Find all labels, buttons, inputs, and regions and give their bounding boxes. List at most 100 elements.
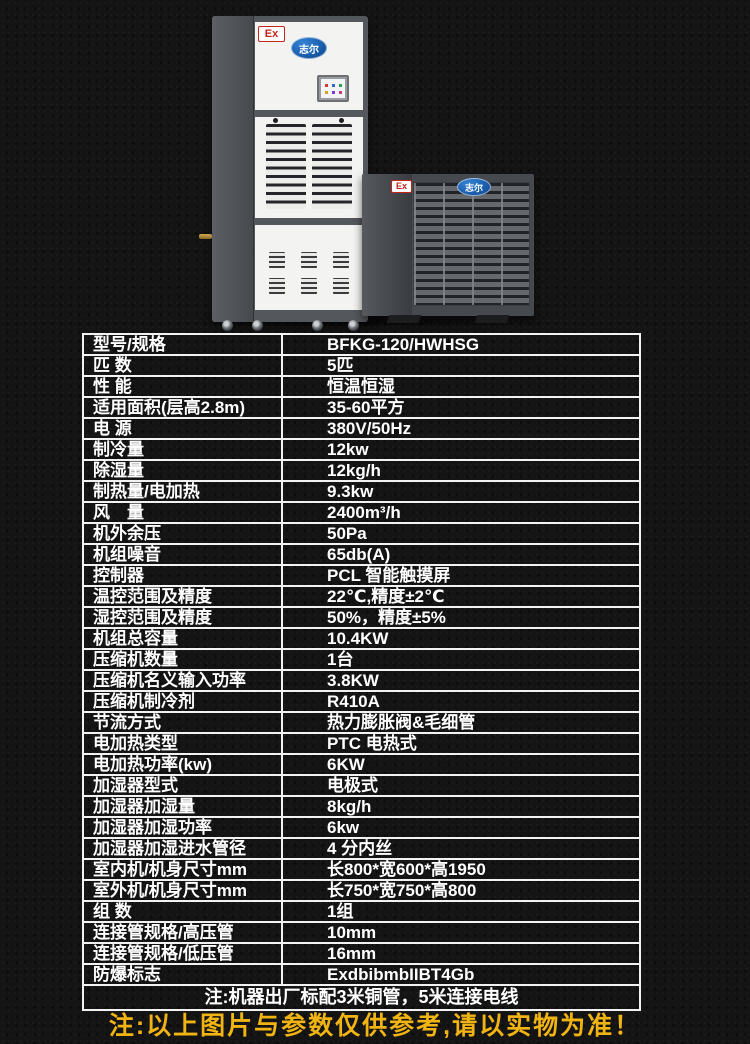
spec-label: 压缩机制冷剂	[84, 692, 283, 711]
spec-value: 1组	[327, 902, 354, 921]
air-outlet-grille	[266, 124, 352, 209]
touchscreen-display	[321, 79, 345, 98]
spec-label: 机组噪音	[84, 545, 283, 564]
spec-value: 10mm	[327, 923, 377, 942]
spec-value: 4 分内丝	[327, 839, 393, 858]
spec-label: 型号/规格	[84, 335, 283, 354]
vent-cluster	[269, 252, 285, 268]
table-row: 风 量 2400m³/h	[84, 503, 639, 524]
vent-cluster	[333, 278, 349, 294]
spec-value: 35-60平方	[327, 398, 405, 417]
spec-value: 6kw	[327, 818, 360, 837]
table-row: 室内机/机身尺寸mm 长800*宽600*高1950	[84, 860, 639, 881]
vent-cluster	[301, 278, 317, 294]
spec-label: 组 数	[84, 902, 283, 921]
spec-value: ExdbibmbIIBT4Gb	[327, 965, 475, 984]
spec-label: 湿控范围及精度	[84, 608, 283, 627]
spec-label: 加湿器加湿进水管径	[84, 839, 283, 858]
spec-label: 加湿器型式	[84, 776, 283, 795]
spec-label: 适用面积(层高2.8m)	[84, 398, 283, 417]
spec-label: 防爆标志	[84, 965, 283, 984]
indoor-unit-image: Ex 志尔	[199, 16, 368, 331]
spec-label: 匹 数	[84, 356, 283, 375]
table-row: 连接管规格/高压管 10mm	[84, 923, 639, 944]
table-row: 压缩机数量 1台	[84, 650, 639, 671]
spec-value: 50%，精度±5%	[327, 608, 446, 627]
outdoor-unit-image: Ex 志尔	[362, 174, 534, 323]
spec-value: 恒温恒湿	[327, 377, 395, 396]
spec-value: 8kg/h	[327, 797, 372, 816]
spec-value: 12kw	[327, 440, 369, 459]
table-row: 加湿器加湿量 8kg/h	[84, 797, 639, 818]
spec-value: R410A	[327, 692, 380, 711]
bottom-vent-grid	[269, 252, 349, 294]
touchscreen-controller	[317, 75, 349, 102]
table-row: 加湿器型式 电极式	[84, 776, 639, 797]
brand-logo: 志尔	[291, 37, 327, 59]
pipe-fitting	[199, 234, 212, 239]
spec-label: 电 源	[84, 419, 283, 438]
spec-value: 热力膨胀阀&毛细管	[327, 713, 476, 732]
table-row: 除湿量 12kg/h	[84, 461, 639, 482]
spec-label: 加湿器加湿功率	[84, 818, 283, 837]
table-row: 机组噪音 65db(A)	[84, 545, 639, 566]
spec-value: BFKG-120/HWHSG	[327, 335, 480, 354]
spec-label: 控制器	[84, 566, 283, 585]
table-row: 室外机/机身尺寸mm 长750*宽750*高800	[84, 881, 639, 902]
table-row: 匹 数 5匹	[84, 356, 639, 377]
table-row: 温控范围及精度 22℃,精度±2℃	[84, 587, 639, 608]
indoor-unit-front-panel: Ex 志尔	[255, 22, 363, 310]
grille-louvers	[266, 124, 306, 209]
table-row: 加湿器加湿功率 6kw	[84, 818, 639, 839]
spec-label: 室内机/机身尺寸mm	[84, 860, 283, 879]
table-row: 压缩机制冷剂 R410A	[84, 692, 639, 713]
spec-value: 3.8KW	[327, 671, 379, 690]
latch-dot	[273, 118, 278, 123]
latch-dot	[339, 118, 344, 123]
table-row: 型号/规格 BFKG-120/HWHSG	[84, 335, 639, 356]
spec-label: 节流方式	[84, 713, 283, 732]
spec-value: 10.4KW	[327, 629, 389, 648]
caster-wheel	[348, 320, 359, 331]
disclaimer-text: 注:以上图片与参数仅供参考,请以实物为准！	[108, 1012, 642, 1040]
spec-label: 机外余压	[84, 524, 283, 543]
spec-label: 连接管规格/高压管	[84, 923, 283, 942]
spec-label: 制热量/电加热	[84, 482, 283, 501]
table-row: 加湿器加湿进水管径 4 分内丝	[84, 839, 639, 860]
spec-value: 6KW	[327, 755, 365, 774]
table-row: 电加热功率(kw) 6KW	[84, 755, 639, 776]
caster-wheel	[312, 320, 323, 331]
vent-cluster	[301, 252, 317, 268]
table-row: 性 能 恒温恒湿	[84, 377, 639, 398]
spec-label: 连接管规格/低压管	[84, 944, 283, 963]
spec-value: 22℃,精度±2℃	[327, 587, 445, 606]
table-row: 压缩机名义输入功率 3.8KW	[84, 671, 639, 692]
spec-table: 型号/规格 BFKG-120/HWHSG 匹 数 5匹性 能 恒温恒湿 适用面积(层高2.…	[82, 333, 641, 1011]
factory-note: 注:机器出厂标配3米铜管，5米连接电线	[204, 987, 519, 1007]
table-row: 防爆标志 ExdbibmbIIBT4Gb	[84, 965, 639, 986]
table-row: 控制器 PCL 智能触摸屏	[84, 566, 639, 587]
spec-label: 机组总容量	[84, 629, 283, 648]
spec-value: 电极式	[327, 776, 378, 795]
spec-label: 制冷量	[84, 440, 283, 459]
table-row: 机组总容量 10.4KW	[84, 629, 639, 650]
caster-wheel	[252, 320, 263, 331]
grille-louvers	[312, 124, 352, 209]
spec-value: PTC 电热式	[327, 734, 417, 753]
spec-label: 压缩机名义输入功率	[84, 671, 283, 690]
table-row: 电 源 380V/50Hz	[84, 419, 639, 440]
spec-value: 长800*宽600*高1950	[327, 860, 486, 879]
spec-value: 12kg/h	[327, 461, 381, 480]
table-row: 适用面积(层高2.8m) 35-60平方	[84, 398, 639, 419]
vent-cluster	[333, 252, 349, 268]
spec-value: PCL 智能触摸屏	[327, 566, 451, 585]
spec-label: 压缩机数量	[84, 650, 283, 669]
vent-cluster	[269, 278, 285, 294]
brand-logo: 志尔	[457, 178, 491, 196]
product-photo: Ex 志尔	[0, 0, 750, 332]
spec-value: 长750*宽750*高800	[327, 881, 477, 900]
unit-foot	[474, 315, 510, 323]
table-row: 湿控范围及精度 50%，精度±5%	[84, 608, 639, 629]
spec-value: 2400m³/h	[327, 503, 401, 522]
